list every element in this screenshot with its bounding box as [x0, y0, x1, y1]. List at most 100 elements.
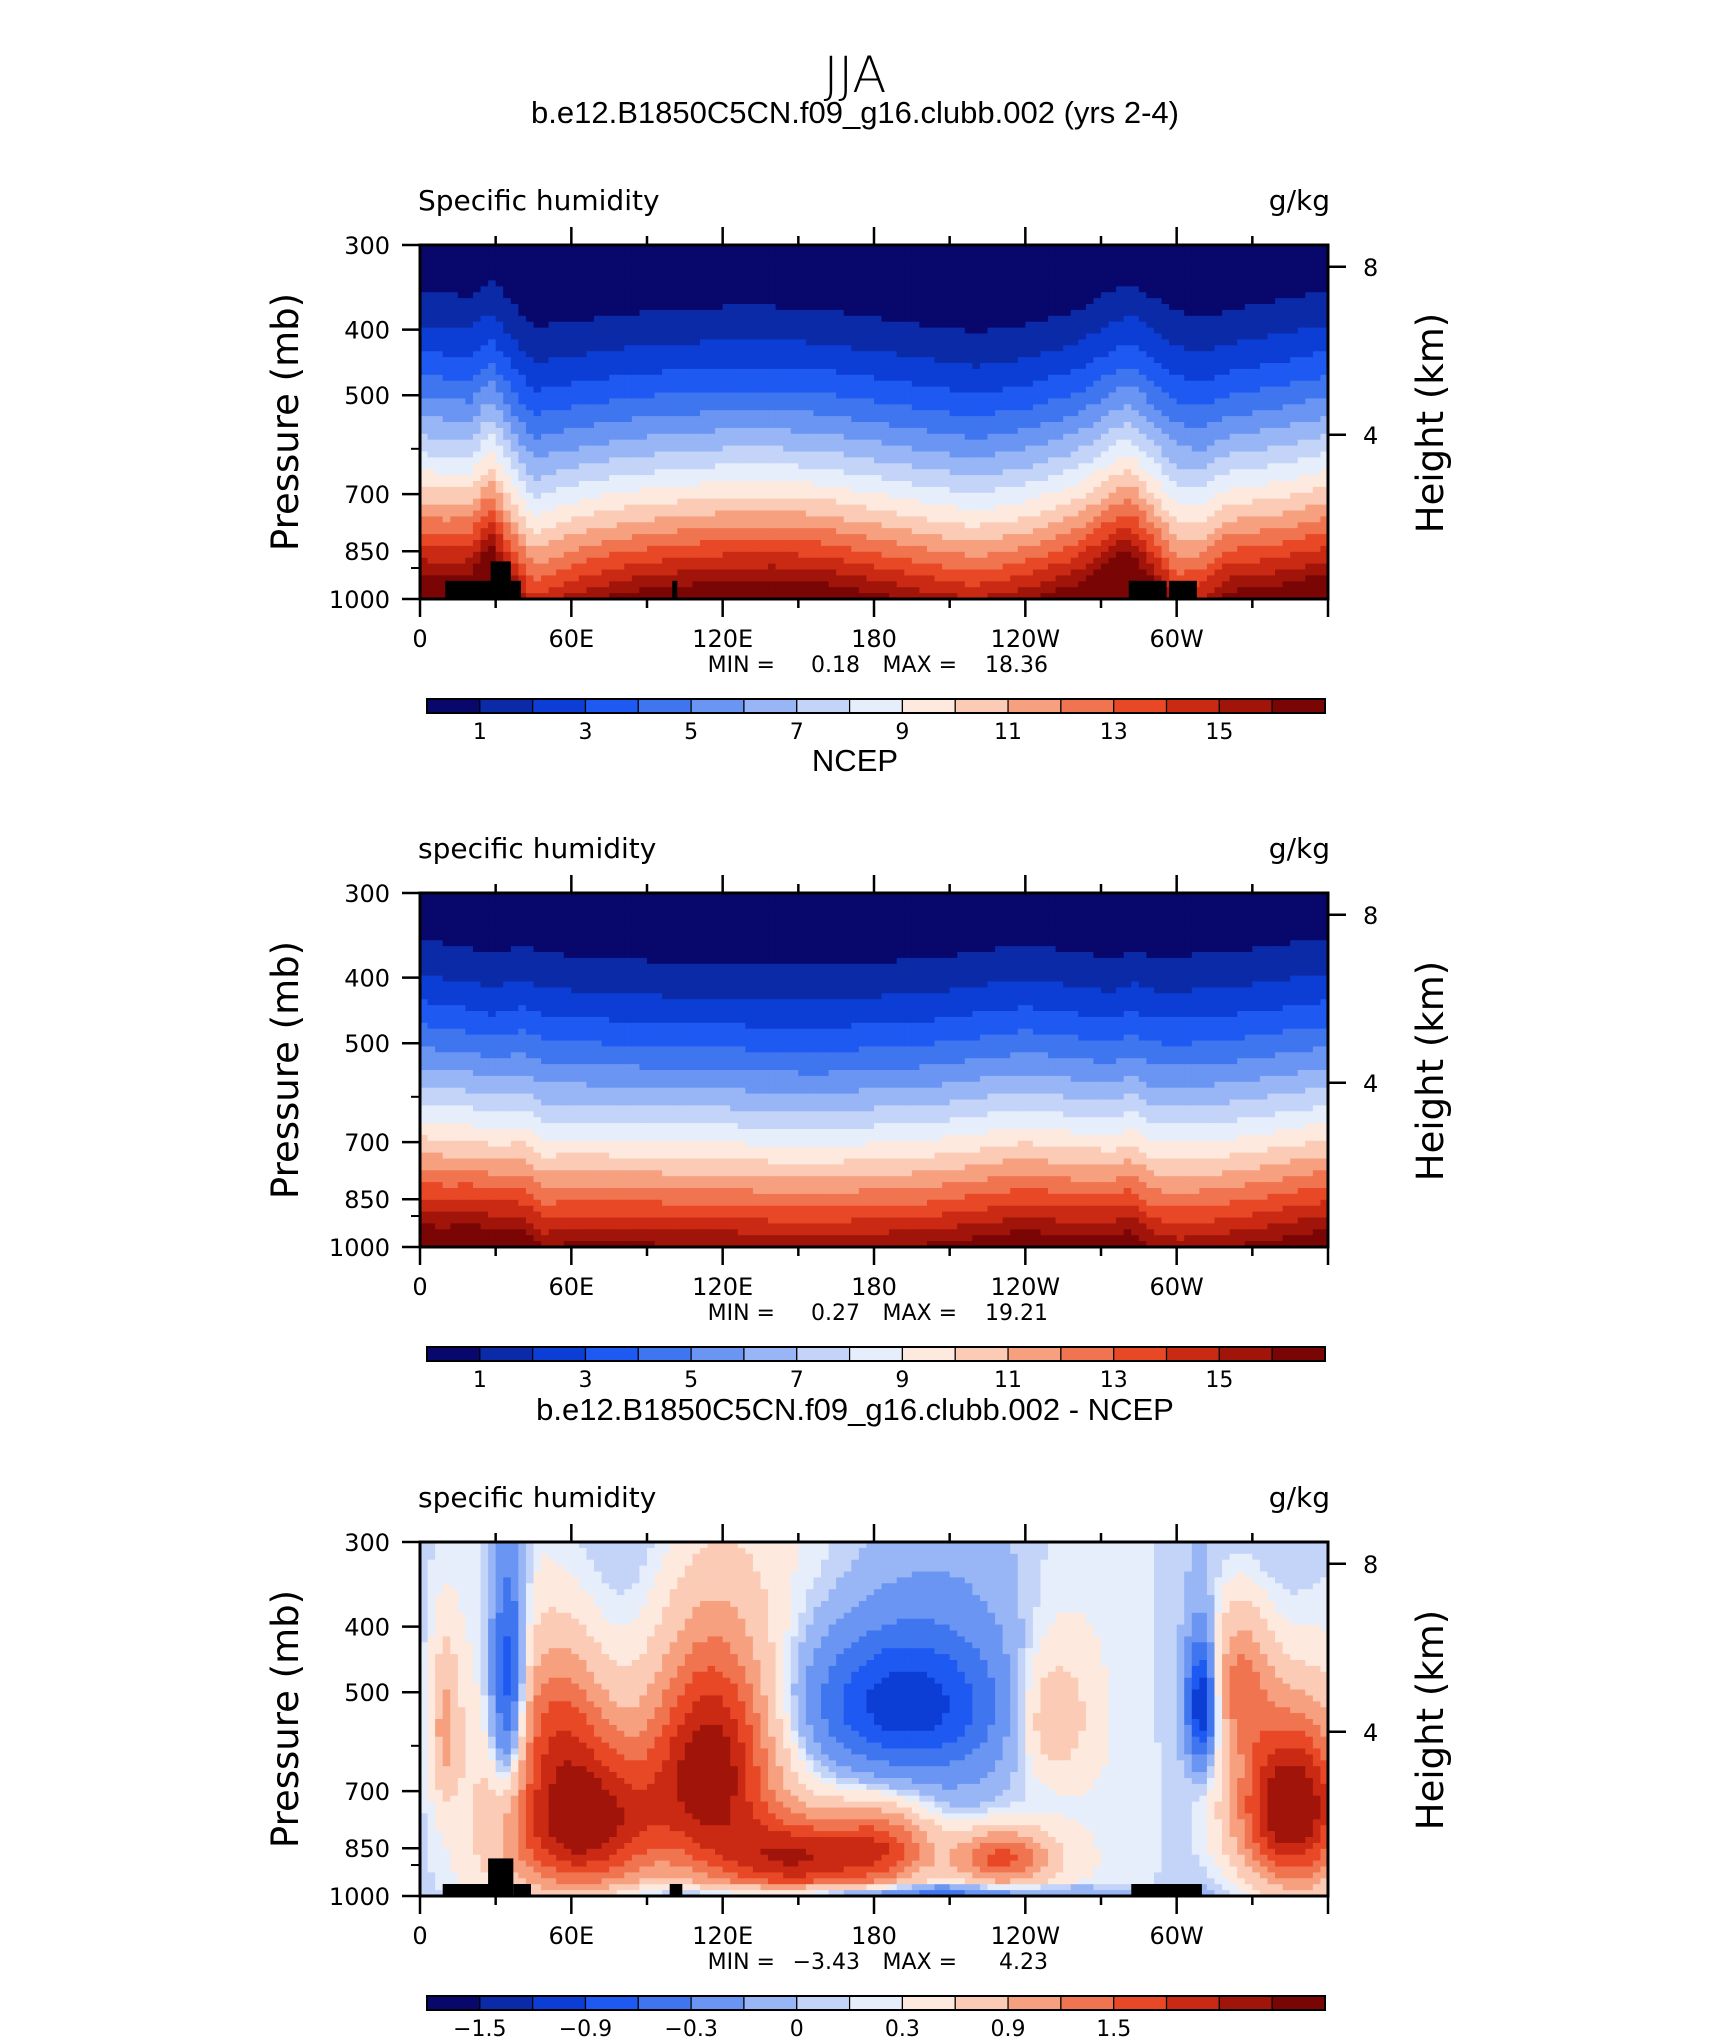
field-cell	[760, 463, 769, 470]
field-cell	[586, 304, 595, 311]
field-cell	[503, 256, 512, 264]
field-cell	[745, 262, 754, 270]
field-cell	[662, 268, 671, 276]
field-cell	[442, 528, 451, 535]
field-cell	[926, 504, 936, 512]
field-cell	[889, 569, 898, 576]
field-cell	[684, 333, 693, 340]
field-cell	[881, 404, 890, 411]
field-cell	[722, 410, 731, 417]
field-cell	[465, 298, 474, 305]
field-cell	[949, 557, 958, 565]
field-cell	[919, 439, 928, 447]
field-cell	[601, 404, 610, 411]
field-cell	[699, 504, 709, 512]
field-cell	[843, 569, 852, 576]
field-cell	[435, 309, 444, 317]
field-cell	[594, 451, 603, 458]
field-cell	[904, 433, 913, 441]
field-cell	[420, 457, 429, 464]
field-cell	[616, 410, 625, 417]
field-cell	[926, 563, 936, 571]
field-cell	[472, 386, 482, 394]
field-cell	[813, 262, 822, 270]
field-cell	[654, 569, 663, 576]
field-cell	[851, 416, 860, 423]
field-cell	[919, 504, 928, 512]
field-cell	[964, 481, 973, 488]
field-cell	[1002, 250, 1011, 258]
field-cell	[616, 416, 625, 423]
field-cell	[851, 357, 860, 364]
field-cell	[616, 274, 625, 281]
field-cell	[533, 457, 542, 464]
field-cell	[594, 492, 603, 500]
field-cell	[843, 433, 852, 441]
field-cell	[768, 481, 777, 488]
field-cell	[821, 374, 830, 382]
field-cell	[881, 262, 890, 270]
field-cell	[616, 551, 625, 559]
field-cell	[987, 416, 996, 423]
field-cell	[692, 410, 701, 417]
field-cell	[715, 363, 724, 370]
field-cell	[957, 304, 966, 311]
field-cell	[465, 563, 474, 571]
field-cell	[715, 410, 724, 417]
field-cell	[790, 439, 799, 447]
field-cell	[609, 427, 618, 435]
field-cell	[518, 551, 527, 559]
field-cell	[858, 392, 868, 399]
field-cell	[578, 398, 588, 405]
field-cell	[510, 575, 519, 582]
field-cell	[699, 416, 709, 423]
field-cell	[911, 298, 920, 305]
field-cell	[828, 516, 837, 523]
field-cell	[601, 304, 610, 311]
field-cell	[821, 475, 830, 482]
field-cell	[911, 321, 920, 329]
field-cell	[450, 540, 459, 547]
field-cell	[427, 492, 436, 500]
field-cell	[480, 268, 489, 276]
field-cell	[548, 433, 557, 441]
field-cell	[662, 262, 671, 270]
field-cell	[919, 256, 928, 264]
field-cell	[836, 298, 845, 305]
field-cell	[1048, 298, 1057, 305]
field-cell	[548, 587, 557, 594]
field-cell	[790, 363, 799, 370]
field-cell	[858, 345, 868, 352]
field-cell	[1040, 534, 1049, 541]
field-cell	[858, 398, 868, 405]
field-cell	[926, 309, 936, 317]
field-cell	[904, 280, 913, 287]
field-cell	[760, 304, 769, 311]
field-cell	[926, 250, 936, 258]
field-cell	[760, 457, 769, 464]
field-cell	[987, 256, 996, 264]
field-cell	[904, 315, 913, 323]
field-cell	[942, 345, 951, 352]
field-cell	[420, 315, 429, 323]
field-cell	[480, 368, 489, 376]
field-cell	[420, 463, 429, 470]
field-cell	[904, 380, 913, 388]
field-cell	[510, 433, 519, 441]
field-cell	[775, 351, 784, 358]
field-cell	[866, 433, 875, 441]
field-cell	[964, 534, 973, 541]
field-cell	[563, 587, 572, 594]
field-cell	[790, 256, 799, 264]
field-cell	[488, 250, 497, 258]
field-cell	[866, 427, 875, 435]
field-cell	[639, 363, 648, 370]
field-cell	[722, 286, 731, 293]
field-cell	[715, 486, 724, 494]
field-cell	[1032, 374, 1042, 382]
field-cell	[911, 304, 920, 311]
field-cell	[798, 486, 807, 494]
field-cell	[631, 581, 641, 588]
field-cell	[995, 256, 1004, 264]
field-cell	[518, 439, 527, 447]
